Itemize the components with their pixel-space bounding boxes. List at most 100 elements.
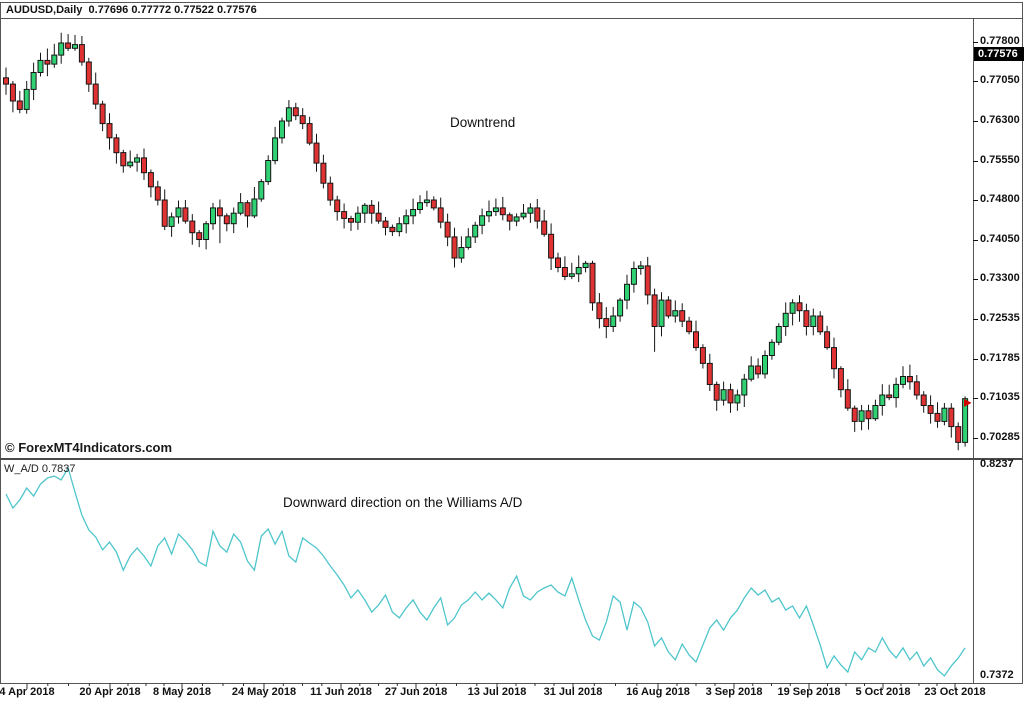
price-axis-tick — [973, 200, 978, 202]
candle — [699, 344, 706, 369]
bid-price-arrow-icon — [964, 398, 972, 407]
price-axis-tick — [973, 81, 978, 83]
chart-title: AUDUSD,Daily 0.77696 0.77772 0.77522 0.7… — [6, 4, 257, 16]
candle — [810, 308, 817, 336]
candle — [92, 72, 99, 110]
candle — [272, 126, 279, 165]
date-axis-label: 3 Sep 2018 — [705, 686, 763, 698]
window-border-right — [1022, 2, 1023, 683]
candle — [582, 260, 589, 273]
date-axis-label: 11 Jun 2018 — [310, 686, 372, 698]
indicator-panel-separator[interactable] — [0, 458, 1023, 460]
date-axis[interactable]: 4 Apr 2018 20 Apr 2018 8 May 2018 24 May 20… — [0, 684, 1024, 705]
price-axis-divider — [973, 18, 974, 683]
candle — [244, 200, 251, 228]
candle — [189, 214, 196, 245]
candle — [306, 116, 313, 146]
candle — [216, 199, 223, 244]
candle — [3, 67, 9, 95]
candle — [120, 149, 127, 173]
candle — [789, 299, 796, 326]
candle — [465, 228, 472, 250]
candle — [368, 200, 375, 224]
candle — [492, 198, 499, 216]
candle — [886, 384, 893, 401]
candle — [955, 422, 962, 451]
indicator-axis-min-label: 0.7372 — [980, 669, 1014, 681]
price-axis-tick — [973, 319, 978, 321]
candle — [348, 215, 354, 231]
candle — [548, 223, 555, 270]
candle — [527, 203, 534, 223]
candle — [127, 150, 134, 169]
candle — [223, 213, 230, 232]
candle — [617, 297, 624, 322]
candle — [893, 377, 900, 408]
candle — [596, 293, 603, 329]
candle — [30, 62, 37, 101]
candle — [265, 155, 272, 185]
date-axis-label: 24 May 2018 — [231, 686, 297, 698]
price-axis-label: 0.74800 — [980, 193, 1020, 206]
candle — [147, 169, 154, 198]
current-price-tag: 0.77576 — [974, 47, 1024, 61]
candle — [837, 366, 844, 398]
candle — [451, 227, 458, 268]
price-axis-label: 0.76300 — [980, 114, 1020, 126]
candle — [230, 207, 237, 234]
downtrend-annotation: Downtrend — [450, 115, 516, 130]
candle — [644, 256, 651, 305]
candle — [134, 153, 141, 172]
candle — [258, 179, 265, 202]
candle — [844, 379, 851, 411]
candle — [279, 117, 285, 144]
candle — [403, 209, 410, 234]
price-axis-label: 0.77050 — [980, 74, 1020, 87]
window-border-left — [0, 2, 1, 683]
price-axis-label: 0.70285 — [980, 430, 1020, 443]
candle — [555, 252, 561, 273]
candle — [879, 384, 886, 416]
candle — [568, 262, 575, 280]
candle — [423, 190, 430, 207]
date-axis-label: 19 Sep 2018 — [777, 686, 841, 698]
candle — [775, 323, 782, 346]
candle — [499, 196, 506, 221]
candle — [113, 134, 120, 164]
candle — [872, 399, 879, 421]
candle — [16, 90, 23, 114]
candle — [237, 193, 244, 216]
candle — [720, 381, 727, 406]
candle — [396, 217, 403, 237]
candle — [292, 102, 299, 121]
candle — [513, 213, 520, 227]
williams-ad-line — [5, 466, 966, 677]
date-axis-label: 5 Oct 2018 — [855, 686, 911, 698]
candle — [637, 261, 644, 275]
candle — [561, 256, 568, 281]
time-axis-line — [0, 683, 1023, 684]
candle — [865, 404, 872, 430]
candle — [672, 300, 679, 323]
candle — [831, 337, 837, 379]
price-axis[interactable]: 0.77800 0.77050 0.76300 0.75550 0.74800 0.740… — [973, 18, 1024, 458]
indicator-name-label: W_A/D 0.7837 — [4, 463, 76, 475]
candle — [72, 35, 78, 51]
candle — [175, 200, 182, 224]
candle — [354, 206, 361, 230]
candle — [603, 307, 610, 339]
candle — [51, 43, 58, 68]
candle — [693, 320, 699, 351]
candle — [851, 405, 858, 432]
price-axis-label: 0.71035 — [980, 391, 1020, 404]
candle — [161, 189, 168, 231]
candle — [575, 255, 582, 283]
candle — [913, 375, 920, 400]
candle — [203, 221, 210, 250]
price-axis-tick — [973, 239, 978, 241]
candle — [706, 353, 713, 391]
candle — [713, 381, 720, 411]
candle — [251, 187, 258, 219]
candle — [375, 201, 382, 224]
